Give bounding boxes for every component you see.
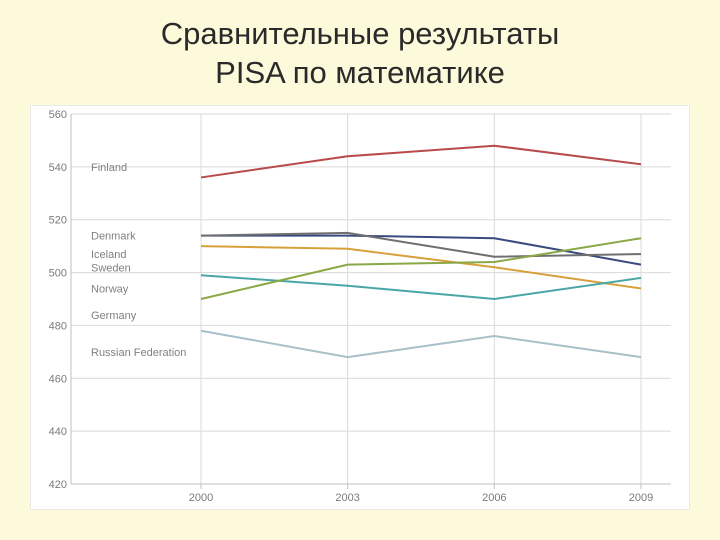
- title-line-2: PISA по математике: [215, 55, 505, 90]
- y-tick-label: 420: [49, 479, 67, 491]
- series-line: [201, 330, 641, 356]
- y-tick-label: 540: [49, 161, 67, 173]
- series-line: [201, 235, 641, 264]
- series-label: Sweden: [91, 262, 131, 274]
- title-line-1: Сравнительные результаты: [161, 16, 560, 51]
- y-tick-label: 520: [49, 214, 67, 226]
- series-label: Denmark: [91, 230, 136, 242]
- y-tick-label: 440: [49, 426, 67, 438]
- y-tick-label: 480: [49, 320, 67, 332]
- series-line: [201, 145, 641, 177]
- x-tick-label: 2000: [189, 492, 213, 504]
- page-title: Сравнительные результаты PISA по математ…: [30, 15, 690, 93]
- y-tick-label: 560: [49, 109, 67, 121]
- x-tick-label: 2003: [335, 492, 359, 504]
- y-tick-label: 460: [49, 373, 67, 385]
- series-label: Russian Federation: [91, 346, 186, 358]
- x-tick-label: 2009: [629, 492, 653, 504]
- series-label: Iceland: [91, 249, 126, 261]
- chart-svg: 420 440 460 480 500 520 540 560 2000 2003 2006 2009…: [31, 106, 689, 509]
- pisa-math-chart: 420 440 460 480 500 520 540 560 2000 2003 2006 2009…: [30, 105, 690, 510]
- series-label: Norway: [91, 283, 129, 295]
- series-label: Germany: [91, 309, 137, 321]
- series-label: Finland: [91, 161, 127, 173]
- y-tick-label: 500: [49, 267, 67, 279]
- x-tick-label: 2006: [482, 492, 506, 504]
